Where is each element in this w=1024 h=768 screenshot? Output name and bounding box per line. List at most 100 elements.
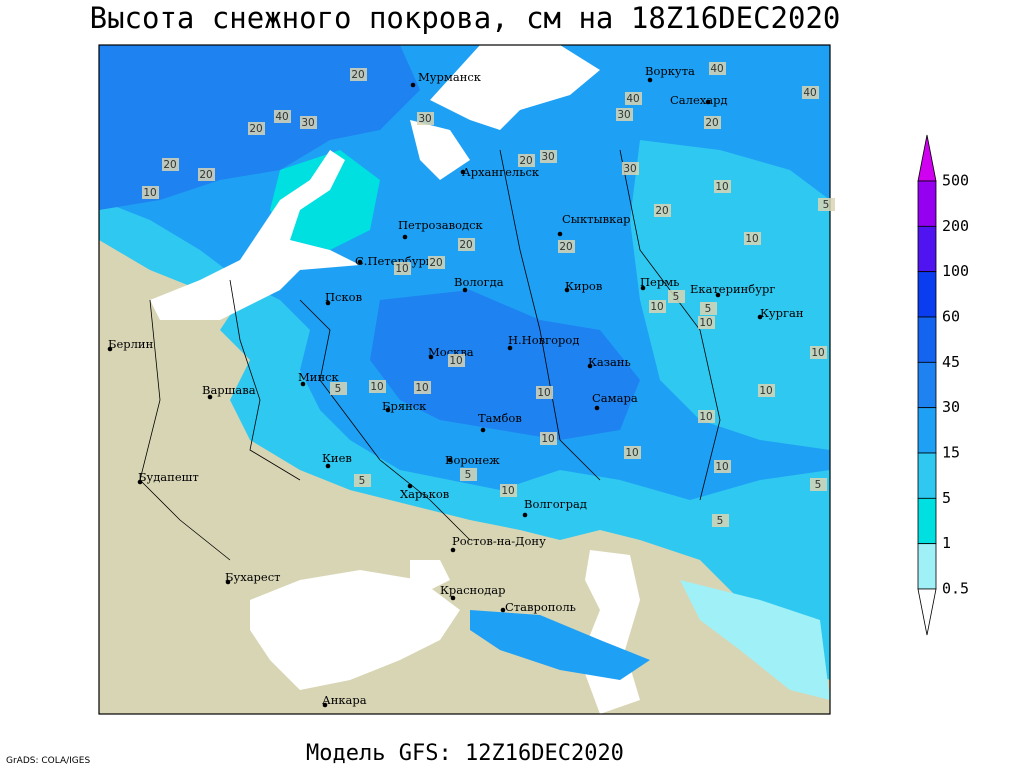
contour-label: 5: [717, 515, 724, 527]
black-sea: [250, 570, 460, 690]
city-dot: [715, 292, 721, 298]
contour-label: 10: [501, 485, 514, 497]
legend-label: 30: [942, 398, 960, 416]
contour-label-bg: [624, 446, 641, 459]
city-label: Харьков: [400, 487, 449, 501]
contour-label: 20: [705, 117, 718, 129]
contour-label: 20: [559, 241, 572, 253]
city-dot: [460, 169, 466, 175]
legend-label: 45: [942, 353, 960, 371]
contour-label: 30: [623, 163, 636, 175]
city-label: Киев: [322, 451, 352, 465]
contour-label-bg: [709, 62, 726, 75]
contour-label-bg: [460, 468, 477, 481]
contour-label: 10: [745, 233, 758, 245]
contour-label-bg: [248, 122, 265, 135]
city-dot: [507, 345, 513, 351]
contour-label-bg: [300, 116, 317, 129]
contour-label: 10: [395, 263, 408, 275]
legend-swatch: [917, 407, 937, 454]
city-label: Екатеринбург: [690, 282, 775, 296]
city-label: Бухарест: [225, 570, 281, 584]
contour-label-bg: [162, 158, 179, 171]
contour-label-bg: [142, 186, 159, 199]
city-dot: [450, 547, 456, 553]
contour-label-bg: [274, 110, 291, 123]
contour-label-bg: [500, 484, 517, 497]
contour-label: 10: [811, 347, 824, 359]
contour-label: 10: [715, 181, 728, 193]
city-dot: [428, 354, 434, 360]
legend-swatch: [917, 361, 937, 409]
city-dot: [647, 77, 653, 83]
city-dot: [450, 595, 456, 601]
contour-label-bg: [698, 410, 715, 423]
contour-label: 5: [335, 383, 342, 395]
legend-label: 60: [942, 308, 960, 326]
contour-label: 30: [418, 113, 431, 125]
legend-swatch: [917, 271, 937, 318]
city-label: Петрозаводск: [398, 218, 484, 232]
legend-bottom-triangle: [917, 588, 937, 636]
contour-label: 20: [249, 123, 262, 135]
contour-label: 10: [143, 187, 156, 199]
map-frame: [98, 44, 831, 715]
contour-label-bg: [810, 478, 827, 491]
contour-label: 5: [705, 303, 712, 315]
contour-label: 30: [617, 109, 630, 121]
contour-label: 20: [199, 169, 212, 181]
city-label: Вологда: [454, 275, 504, 289]
contour-label-bg: [810, 346, 827, 359]
city-label: Пермь: [640, 275, 679, 289]
legend-label: 100: [942, 262, 969, 280]
contour-label: 10: [650, 301, 663, 313]
contour-label-bg: [536, 386, 553, 399]
city-dot: [325, 463, 331, 469]
contour-label-bg: [428, 256, 445, 269]
contour-label: 10: [699, 317, 712, 329]
city-label: Анкара: [322, 693, 367, 707]
snow-30: [370, 290, 640, 440]
contour-label: 10: [699, 411, 712, 423]
title: Высота снежного покрова, см на 18Z16DEC2…: [90, 1, 841, 35]
city-dot: [322, 702, 328, 708]
legend-label: 200: [942, 217, 969, 235]
legend-top-triangle: [917, 134, 937, 182]
city-dot: [357, 259, 363, 265]
city-label: Воронеж: [445, 453, 500, 467]
city-dot: [594, 405, 600, 411]
contour-label: 20: [163, 159, 176, 171]
snow-east: [630, 140, 830, 450]
azov-sea: [410, 560, 450, 590]
legend-swatch: [917, 497, 937, 545]
contour-label: 5: [815, 479, 822, 491]
city-dot: [385, 407, 391, 413]
city-label: Салехард: [670, 93, 728, 107]
city-label: Брянск: [382, 399, 427, 413]
contour-label-bg: [802, 86, 819, 99]
contour-label: 20: [519, 155, 532, 167]
contour-label-bg: [668, 290, 685, 303]
contour-label-bg: [698, 316, 715, 329]
city-dot: [480, 427, 486, 433]
city-label: Н.Новгород: [508, 333, 579, 347]
contour-label: 5: [823, 199, 830, 211]
legend-swatch: [917, 543, 937, 590]
legend-label: 5: [942, 489, 951, 507]
contour-label-bg: [714, 180, 731, 193]
contour-label-bg: [198, 168, 215, 181]
contour-label-bg: [758, 384, 775, 397]
city-dot: [447, 457, 453, 463]
contour-label-bg: [558, 240, 575, 253]
contour-label: 5: [465, 469, 472, 481]
contour-label-bg: [625, 92, 642, 105]
snow-0-5: [680, 580, 830, 700]
city-label: Варшава: [202, 383, 256, 397]
footer: Модель GFS: 12Z16DEC2020: [306, 741, 624, 766]
city-label: Будапешт: [138, 470, 199, 484]
contour-label-bg: [394, 262, 411, 275]
legend-swatch: [917, 180, 937, 227]
contour-label: 10: [541, 433, 554, 445]
contour-label-bg: [369, 380, 386, 393]
